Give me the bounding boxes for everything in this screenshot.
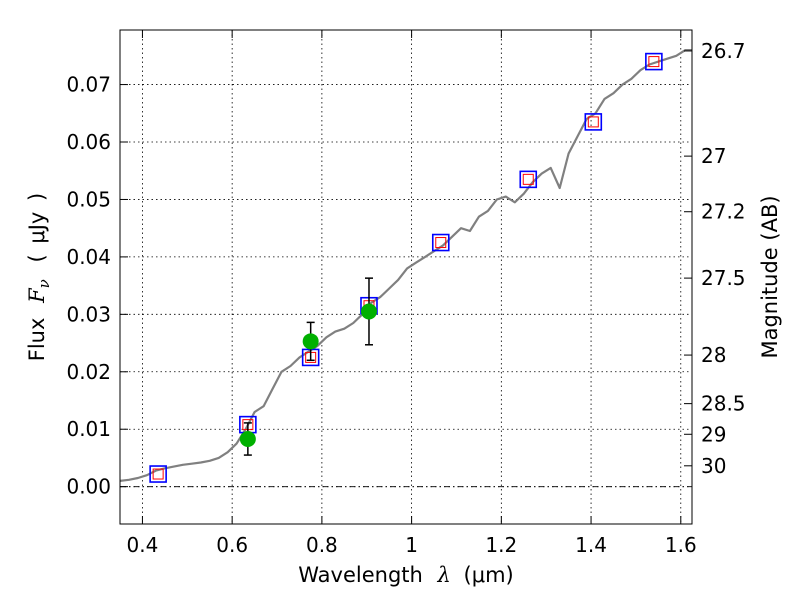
x-tick-label: 0.4: [127, 533, 159, 557]
spectrum-layer: [119, 49, 692, 482]
y-tick-label: 0.00: [66, 475, 111, 499]
x-tick-label: 0.6: [216, 533, 248, 557]
y-axis-close-paren: ): [25, 193, 49, 201]
y2-tick-label: 28.5: [701, 392, 746, 416]
x-tick-label: 1.6: [665, 533, 697, 557]
x-axis-symbol: λ: [437, 563, 451, 587]
y2-ticks: 26.7 27 27.2 27.5 28 28.5 29 30: [684, 39, 746, 478]
y-tick-label: 0.01: [66, 417, 111, 441]
x-axis-open-paren: (: [464, 563, 472, 587]
model-box-layer: [149, 52, 663, 483]
y-tick-label: 0.07: [66, 73, 111, 97]
observed-point: [302, 333, 319, 350]
y-tick-label: 0.06: [66, 130, 111, 154]
y-tick-label: 0.03: [66, 302, 111, 326]
model-box-marker: [584, 113, 603, 131]
y2-tick-label: 26.7: [701, 39, 746, 63]
model-box-marker: [431, 233, 450, 252]
x-axis-close-paren: ): [506, 563, 514, 587]
model-box-inner: [152, 468, 164, 480]
x-tick-label: 1.4: [575, 533, 607, 557]
x-tick-label: 1: [405, 533, 418, 557]
y-axis-subscript: ν: [35, 279, 53, 288]
y-tick-label: 0.02: [66, 360, 111, 384]
model-box-marker: [519, 170, 538, 189]
y-axis-symbol: F: [25, 287, 49, 304]
x-tick-label: 0.8: [306, 533, 338, 557]
y2-tick-label: 30: [701, 454, 726, 478]
y-axis-label-text: Flux: [25, 318, 49, 362]
y2-tick-label: 27.2: [701, 200, 746, 224]
plot-frame: [119, 29, 693, 525]
model-box-marker: [645, 52, 663, 71]
model-box-inner: [587, 116, 599, 128]
model-box-inner: [522, 173, 534, 185]
x-axis-label: Wavelength λ (μm): [298, 563, 514, 587]
y2-tick-label: 27.5: [701, 266, 746, 290]
observed-point: [360, 303, 377, 320]
y2-tick-label: 29: [701, 422, 726, 446]
x-axis-unit: μm: [472, 563, 506, 587]
y2-axis-label: Magnitude (AB): [758, 195, 782, 358]
x-axis-label-text: Wavelength: [298, 563, 423, 587]
y-axis-open-paren: (: [25, 254, 49, 262]
y2-tick-label: 28: [701, 343, 726, 367]
model-box-inner: [648, 56, 660, 68]
observed-point: [239, 430, 256, 447]
y-tick-label: 0.05: [66, 187, 111, 211]
spectrum-line: [119, 49, 692, 482]
y-tick-label: 0.04: [66, 245, 111, 269]
y-axis-unit: μJy: [25, 212, 49, 244]
model-box-inner: [435, 237, 447, 249]
grid: [120, 30, 692, 524]
y-axis-label: Flux Fν ( μJy ): [25, 193, 54, 362]
observed-layer: [239, 277, 377, 456]
y2-tick-label: 27: [701, 144, 726, 168]
model-box-marker: [149, 465, 167, 483]
x-tick-label: 1.2: [485, 533, 517, 557]
x-ticks: 0.4 0.6 0.8 1 1.2 1.4 1.6: [127, 30, 697, 557]
y-ticks: 0.00 0.01 0.02 0.03 0.04 0.05 0.06 0.07: [66, 73, 128, 499]
